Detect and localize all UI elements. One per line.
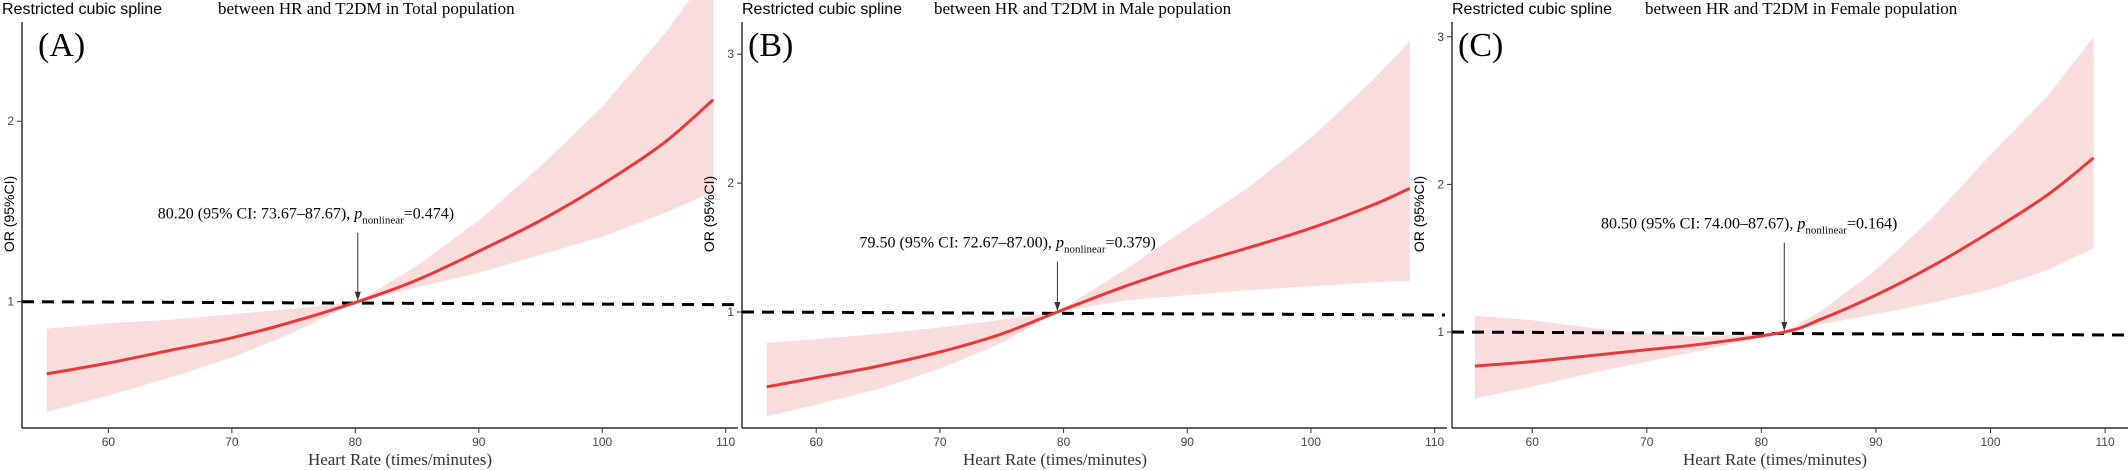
panel-c-x-tick-label: 90 [1869, 435, 1883, 449]
panel-c: Restricted cubic spline between HR and T… [1411, 0, 2128, 469]
panel-c-annotation: 80.50 (95% CI: 74.00–87.67), pnonlinear=… [1601, 216, 1897, 237]
panel-b-annotation: 79.50 (95% CI: 72.67–87.00), pnonlinear=… [860, 235, 1156, 256]
panel-a-title: between HR and T2DM in Total population [218, 0, 515, 18]
panel-b-x-tick-label: 60 [810, 435, 824, 449]
panel-c-x-tick-label: 80 [1755, 435, 1769, 449]
panel-a-x-tick-label: 110 [716, 435, 735, 449]
panel-c-annotation-subscript: nonlinear [1805, 225, 1847, 237]
panel-b-x-tick-label: 100 [1301, 435, 1321, 449]
panel-b-spline-curve [766, 186, 1411, 389]
panel-b-ci-band [766, 41, 1410, 417]
panel-a-label: (A) [38, 27, 85, 64]
panel-b: Restricted cubic spline between HR and T… [701, 0, 1447, 469]
panel-b-annotation-main: 79.50 (95% CI: 72.67–87.00), [860, 235, 1056, 252]
panel-a-x-tick-label: 90 [472, 435, 486, 449]
panel-c-plot: 60 70 80 90 100 110 1 2 3 80.50 (95% CI: 74.00–87… [1437, 22, 2128, 449]
panel-b-y-tick-label: 1 [727, 305, 734, 319]
panel-b-x-tick-label: 90 [1181, 435, 1195, 449]
panel-c-header-left: Restricted cubic spline [1452, 1, 1612, 18]
panel-b-xlabel: Heart Rate (times/minutes) [963, 450, 1147, 469]
panel-b-x-tick-label: 110 [1425, 435, 1444, 449]
panel-a-annotation-pvalue: =0.474) [404, 206, 454, 223]
panel-a-header-left: Restricted cubic spline [2, 1, 162, 18]
panel-a-x-tick-label: 70 [225, 435, 239, 449]
panel-c-y-tick-label: 2 [1437, 177, 1444, 191]
panel-c-x-tick-label: 60 [1526, 435, 1540, 449]
panel-c-y-tick-label: 1 [1437, 325, 1444, 339]
panel-b-x-tick-label: 70 [933, 435, 947, 449]
panel-a: Restricted cubic spline between HR and T… [1, 0, 738, 469]
panel-b-y-tick-label: 2 [727, 176, 734, 190]
panel-b-title: between HR and T2DM in Male population [934, 0, 1232, 18]
panel-a-ci-band [46, 0, 714, 412]
panel-c-label: (C) [1458, 27, 1503, 64]
panel-b-label: (B) [748, 27, 793, 64]
panel-a-annotation-subscript: nonlinear [362, 215, 404, 227]
panel-a-x-tick-label: 80 [349, 435, 363, 449]
panel-c-annotation-arrowhead [1781, 322, 1788, 332]
panel-a-spline-curve [46, 98, 715, 376]
panel-c-annotation-main: 80.50 (95% CI: 74.00–87.67), [1601, 216, 1797, 233]
panel-b-reference-line [741, 310, 1446, 317]
panel-a-x-tick-label: 60 [102, 435, 116, 449]
panel-b-annotation-subscript: nonlinear [1064, 244, 1106, 256]
panel-b-annotation-arrowhead [1054, 302, 1061, 311]
panel-a-ylabel: OR (95%CI) [1, 176, 17, 252]
panel-a-reference-line [21, 300, 737, 307]
panel-c-annotation-p: p [1796, 216, 1805, 233]
panel-c-xlabel: Heart Rate (times/minutes) [1683, 450, 1867, 469]
panel-a-annotation-arrowhead [354, 291, 361, 301]
panel-b-ylabel: OR (95%CI) [701, 176, 717, 252]
panel-a-annotation-p: p [353, 206, 362, 223]
panel-a-annotation: 80.20 (95% CI: 73.67–87.67), pnonlinear=… [158, 206, 454, 227]
panel-c-x-tick-label: 100 [1980, 435, 2000, 449]
panel-c-reference-line [1451, 330, 2127, 337]
panel-a-annotation-main: 80.20 (95% CI: 73.67–87.67), [158, 206, 354, 223]
panel-b-plot: 60 70 80 90 100 110 1 2 3 79.50 (95% CI: 72.67–87… [727, 22, 1447, 449]
panel-b-header-left: Restricted cubic spline [742, 1, 902, 18]
panel-c-annotation-pvalue: =0.164) [1847, 216, 1897, 233]
panel-a-y-tick-label: 1 [7, 295, 14, 309]
panel-c-ylabel: OR (95%CI) [1411, 176, 1427, 252]
panel-b-x-tick-label: 80 [1057, 435, 1071, 449]
panel-b-y-tick-label: 3 [727, 47, 734, 61]
panel-a-y-tick-label: 2 [7, 114, 14, 128]
panel-a-x-tick-label: 100 [592, 435, 612, 449]
panel-c-y-tick-label: 3 [1437, 30, 1444, 44]
panel-c-x-tick-label: 70 [1640, 435, 1654, 449]
panel-c-title: between HR and T2DM in Female population [1645, 0, 1958, 18]
panel-c-x-tick-label: 110 [2096, 435, 2115, 449]
panel-c-spline-curve [1474, 156, 2095, 368]
panel-a-plot: 60 70 80 90 100 110 1 2 80.20 (95% CI: 73.67–87.… [7, 0, 738, 449]
panel-b-annotation-pvalue: =0.379) [1105, 235, 1155, 252]
panel-a-xlabel: Heart Rate (times/minutes) [308, 450, 492, 469]
panel-b-annotation-p: p [1055, 235, 1064, 252]
